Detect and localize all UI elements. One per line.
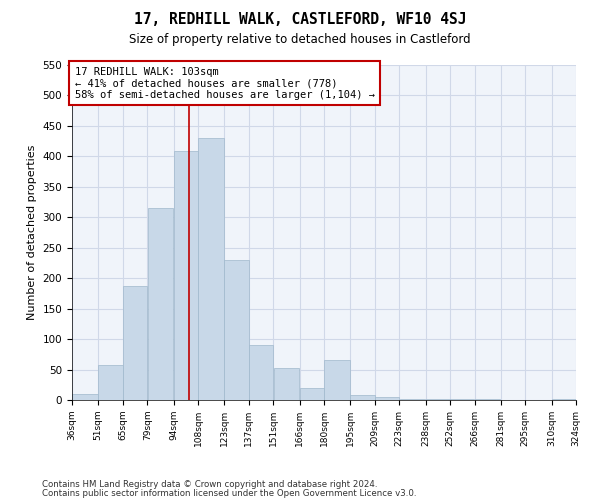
Bar bbox=[148, 208, 173, 400]
Bar bbox=[98, 364, 122, 400]
Bar bbox=[224, 260, 248, 400]
Text: 17, REDHILL WALK, CASTLEFORD, WF10 4SJ: 17, REDHILL WALK, CASTLEFORD, WF10 4SJ bbox=[134, 12, 466, 28]
Bar bbox=[400, 399, 425, 400]
Bar bbox=[198, 138, 224, 400]
Text: Contains HM Land Registry data © Crown copyright and database right 2024.: Contains HM Land Registry data © Crown c… bbox=[42, 480, 377, 489]
Bar bbox=[249, 345, 273, 400]
Bar bbox=[350, 395, 374, 400]
Bar bbox=[274, 368, 299, 400]
Bar bbox=[375, 397, 399, 400]
Bar bbox=[72, 394, 98, 400]
Bar bbox=[174, 152, 198, 400]
Text: Contains public sector information licensed under the Open Government Licence v3: Contains public sector information licen… bbox=[42, 488, 416, 498]
Text: 17 REDHILL WALK: 103sqm
← 41% of detached houses are smaller (778)
58% of semi-d: 17 REDHILL WALK: 103sqm ← 41% of detache… bbox=[74, 66, 374, 100]
Bar bbox=[123, 286, 147, 400]
Y-axis label: Number of detached properties: Number of detached properties bbox=[27, 145, 37, 320]
Text: Size of property relative to detached houses in Castleford: Size of property relative to detached ho… bbox=[129, 32, 471, 46]
Bar bbox=[324, 360, 350, 400]
Bar bbox=[300, 388, 324, 400]
